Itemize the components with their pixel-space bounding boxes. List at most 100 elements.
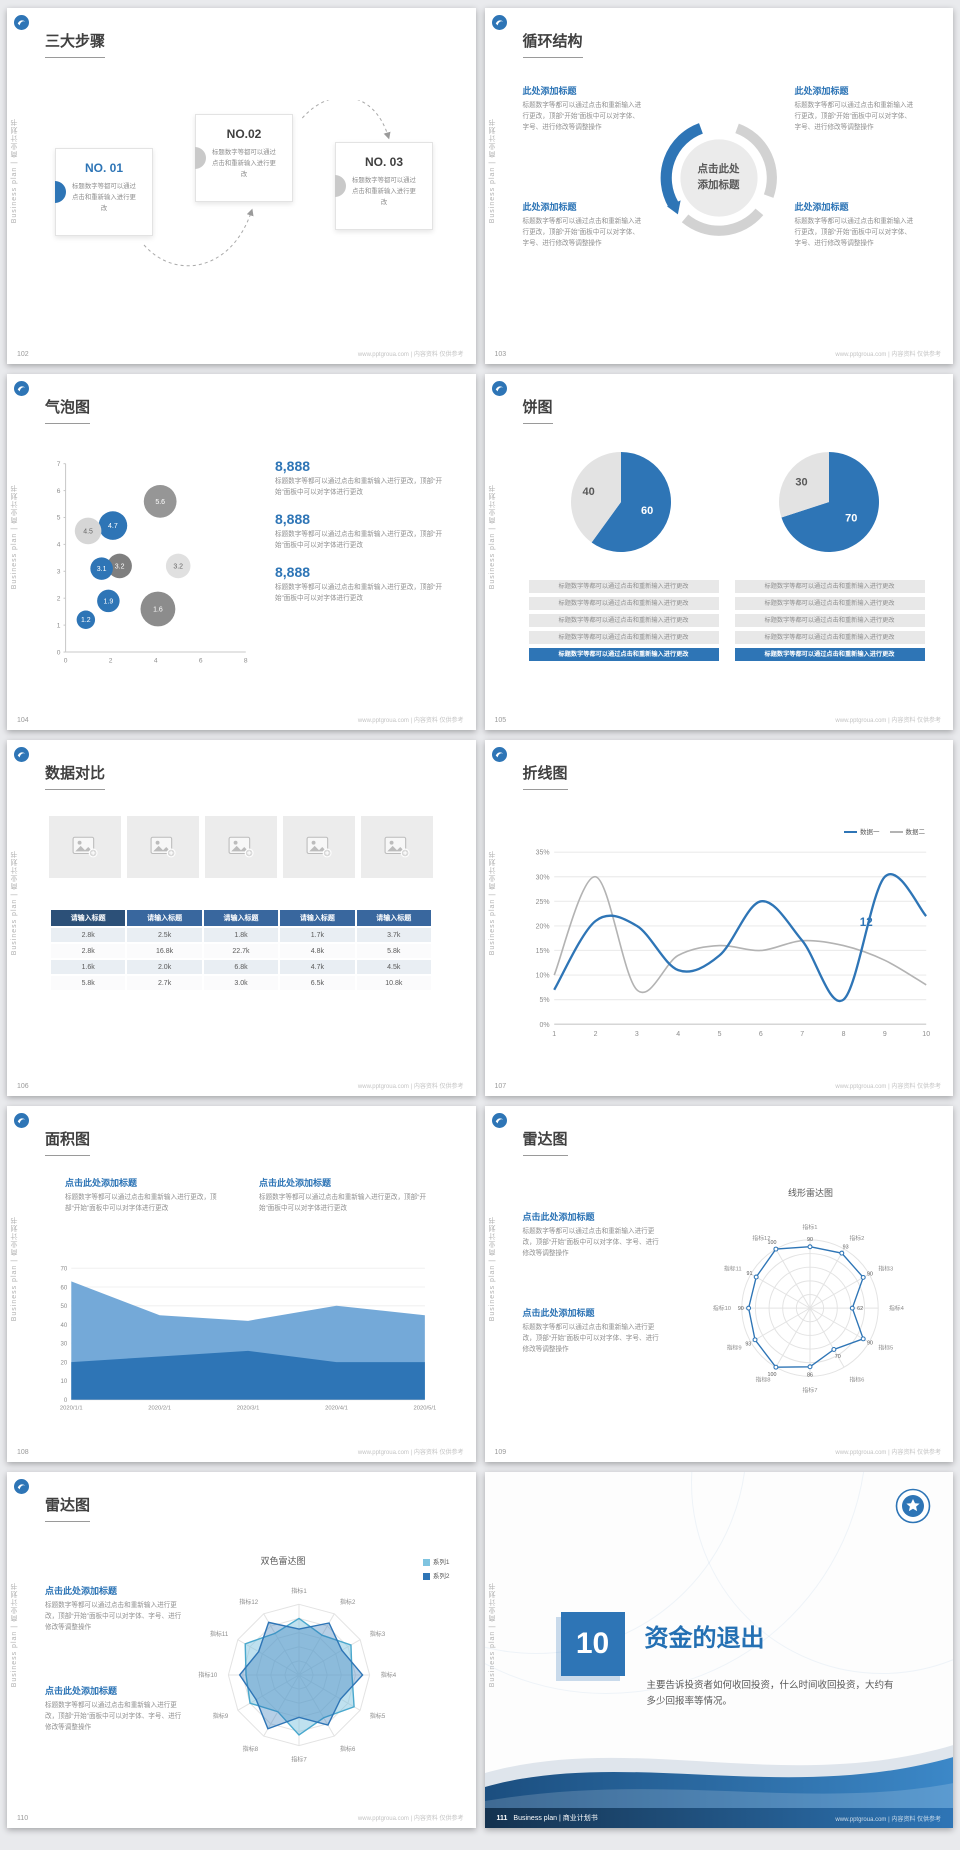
table-cell: 4.5k — [356, 960, 431, 974]
svg-text:指标9: 指标9 — [213, 1712, 229, 1720]
svg-text:70: 70 — [834, 1354, 840, 1360]
series-swatch — [889, 831, 903, 834]
block-heading: 此处添加标题 — [794, 86, 849, 96]
divider-footer-left: 111 Business plan | 商业计划书 — [497, 1813, 598, 1823]
column-header: 请输入标题 — [280, 910, 355, 926]
block-text: 标题数字等都可以通过点击和重新输入进行更改，顶部“开始”面板中可以对字体、字号、… — [45, 1702, 182, 1731]
table-row: 1.6k 2.0k 6.8k 4.7k 4.5k — [51, 960, 431, 974]
svg-text:5.6: 5.6 — [155, 499, 165, 506]
svg-text:0: 0 — [64, 657, 68, 664]
stat-value: 8,888 — [275, 511, 311, 528]
svg-text:6: 6 — [57, 488, 61, 495]
svg-text:3.2: 3.2 — [115, 563, 125, 570]
side-watermark: Business plan | 商业计划书 — [488, 1216, 496, 1322]
brand-badge-icon — [895, 1488, 931, 1524]
svg-text:100: 100 — [767, 1240, 776, 1246]
legend-row: 标题数字等都可以通过点击和重新输入进行更改 — [734, 631, 925, 644]
block-text: 标题数字等都可以通过点击和重新输入进行更改，顶部“开始”面板中可以对字体、字号、… — [794, 218, 914, 247]
step-marker-icon — [335, 175, 346, 197]
block-heading: 点击此处添加标题 — [522, 1308, 595, 1318]
table-header-row: 请输入标题 请输入标题 请输入标题 请输入标题 请输入标题 — [51, 910, 431, 926]
stat-text: 标题数字等都可以通过点击和重新输入进行更改，顶部“开始”面板中可以对字体进行更改 — [275, 478, 443, 496]
svg-text:指标2: 指标2 — [849, 1234, 864, 1242]
table-cell: 2.8k — [51, 944, 126, 958]
svg-text:指标3: 指标3 — [370, 1630, 386, 1638]
bubble-stats: 8,888 标题数字等都可以通过点击和重新输入进行更改，顶部“开始”面板中可以对… — [275, 458, 443, 617]
svg-text:60: 60 — [61, 1285, 68, 1291]
slide-107-line[interactable]: Business plan | 商业计划书 折线图 数据一 数据二 0% 5% 10… — [484, 740, 953, 1096]
section-number-box: 10 — [560, 1612, 625, 1676]
slide-106-compare[interactable]: Business plan | 商业计划书 数据对比 请输入标题 请输入标题 请… — [7, 740, 476, 1096]
legend-row-highlight: 标题数字等都可以通过点击和重新输入进行更改 — [528, 648, 719, 661]
slide-103-cycle[interactable]: Business plan | 商业计划书 循环结构 此处添加标题 标题数字等都… — [484, 8, 953, 364]
slide-102-steps[interactable]: Business plan | 商业计划书 三大步骤 NO. 01 标题数字等都… — [7, 8, 476, 364]
series-swatch — [844, 831, 857, 834]
picture-icon — [306, 836, 332, 858]
radar-heading-2: 点击此处添加标题 标题数字等都可以通过点击和重新输入进行更改，顶部“开始”面板中… — [45, 1684, 187, 1734]
radar-chart: 指标1 指标2 指标3 指标4 指标5 指标6 指标7 指标8 指标9 指标10 指标11 指标12 9… — [695, 1200, 925, 1426]
page-number: 108 — [17, 1449, 29, 1456]
side-watermark: Business plan | 商业计划书 — [11, 1216, 18, 1322]
svg-text:5%: 5% — [539, 997, 549, 1004]
brand-logo-icon — [491, 381, 507, 396]
table-cell: 3.7k — [356, 928, 431, 942]
step-text: 标题数字等都可以通过点击和重新输入进行更改 — [212, 149, 276, 179]
radar-heading-1: 点击此处添加标题 标题数字等都可以通过点击和重新输入进行更改，顶部“开始”面板中… — [45, 1584, 187, 1634]
column-header: 请输入标题 — [127, 910, 202, 926]
brand-logo-icon — [14, 381, 29, 396]
svg-text:2: 2 — [593, 1031, 597, 1038]
svg-text:10: 10 — [61, 1379, 68, 1385]
table-cell: 5.8k — [356, 944, 431, 958]
block-text: 标题数字等都可以通过点击和重新输入进行更改，顶部“开始”面板中可以对字体进行更改 — [65, 1194, 217, 1212]
block-text: 标题数字等都可以通过点击和重新输入进行更改，顶部“开始”面板中可以对字体、字号、… — [522, 1324, 659, 1353]
svg-text:10%: 10% — [535, 973, 549, 980]
column-header: 请输入标题 — [356, 910, 431, 926]
svg-text:指标11: 指标11 — [210, 1630, 229, 1638]
page-number: 111 — [496, 1815, 508, 1822]
svg-text:0%: 0% — [539, 1022, 549, 1029]
block-text: 标题数字等都可以通过点击和重新输入进行更改，顶部“开始”面板中可以对字体、字号、… — [522, 1228, 659, 1257]
slide-111-section-divider[interactable]: Business plan | 商业计划书 10 资金的退出 主要告诉投资者如何… — [484, 1472, 953, 1828]
slide-108-area[interactable]: Business plan | 商业计划书 面积图 点击此处添加标题 标题数字等… — [7, 1106, 476, 1462]
stat-item: 8,888 标题数字等都可以通过点击和重新输入进行更改，顶部“开始”面板中可以对… — [275, 458, 443, 498]
steps-diagram: NO. 01 标题数字等都可以通过点击和重新输入进行更改 NO.02 标题数字等… — [47, 100, 456, 280]
pie-chart-right: 70 30 — [769, 442, 889, 562]
side-watermark: Business plan | 商业计划书 — [11, 118, 18, 224]
svg-text:40: 40 — [61, 1323, 68, 1329]
svg-text:25%: 25% — [535, 899, 549, 906]
table-cell: 1.7k — [280, 928, 355, 942]
svg-text:3: 3 — [634, 1031, 638, 1038]
slide-title: 三大步骤 — [45, 30, 106, 58]
step-text: 标题数字等都可以通过点击和重新输入进行更改 — [352, 177, 416, 207]
svg-text:指标5: 指标5 — [878, 1344, 893, 1352]
radar-chart: 指标1 指标2 指标3 指标4 指标5 指标6 指标7 指标8 指标9 指标10 指标11 指标12 — [179, 1568, 419, 1792]
svg-text:40: 40 — [582, 486, 594, 498]
footer-watermark: www.pptgroua.com | 内容资料 仅供参考 — [357, 1084, 464, 1090]
slide-110-radar-dual[interactable]: Business plan | 商业计划书 雷达图 点击此处添加标题 标题数字等… — [7, 1472, 476, 1828]
block-heading: 点击此处添加标题 — [45, 1686, 118, 1696]
page-number: 110 — [17, 1815, 29, 1822]
svg-text:指标6: 指标6 — [849, 1375, 864, 1383]
slide-109-radar-line[interactable]: Business plan | 商业计划书 雷达图 点击此处添加标题 标题数字等… — [484, 1106, 953, 1462]
area-heading-right: 点击此处添加标题 标题数字等都可以通过点击和重新输入进行更改，顶部“开始”面板中… — [259, 1176, 431, 1215]
block-text: 标题数字等都可以通过点击和重新输入进行更改，顶部“开始”面板中可以对字体、字号、… — [45, 1602, 182, 1631]
svg-text:指标1: 指标1 — [291, 1587, 307, 1595]
svg-text:2020/1/1: 2020/1/1 — [60, 1406, 83, 1412]
svg-text:指标12: 指标12 — [239, 1598, 258, 1606]
slide-105-pie[interactable]: Business plan | 商业计划书 饼图 60 40 70 30 标题数字等… — [484, 374, 953, 730]
radar-subtitle: 线形雷达图 — [787, 1188, 833, 1198]
side-watermark: Business plan | 商业计划书 — [488, 850, 496, 956]
svg-text:指标1: 指标1 — [802, 1223, 817, 1231]
section-body: 主要告诉投资者如何收回投资，什么时间收回投资，大约有多少回报率等情况。 — [646, 1679, 894, 1708]
pie-legend-rows-right: 标题数字等都可以通过点击和重新输入进行更改 标题数字等都可以通过点击和重新输入进… — [734, 580, 925, 665]
svg-text:90: 90 — [807, 1237, 813, 1243]
svg-text:指标7: 指标7 — [291, 1756, 307, 1764]
slide-104-bubble[interactable]: Business plan | 商业计划书 气泡图 0 1 2 3 4 5 6 7 0 2 4 6 8 1… — [7, 374, 476, 730]
svg-text:93: 93 — [842, 1244, 848, 1250]
image-placeholder — [283, 816, 355, 878]
brand-logo-icon — [14, 1479, 29, 1494]
slide-title: 折线图 — [522, 762, 568, 790]
svg-text:1: 1 — [552, 1031, 556, 1038]
svg-text:指标8: 指标8 — [243, 1745, 259, 1753]
cycle-block-bottom-right: 此处添加标题 标题数字等都可以通过点击和重新输入进行更改，顶部“开始”面板中可以… — [795, 200, 915, 250]
